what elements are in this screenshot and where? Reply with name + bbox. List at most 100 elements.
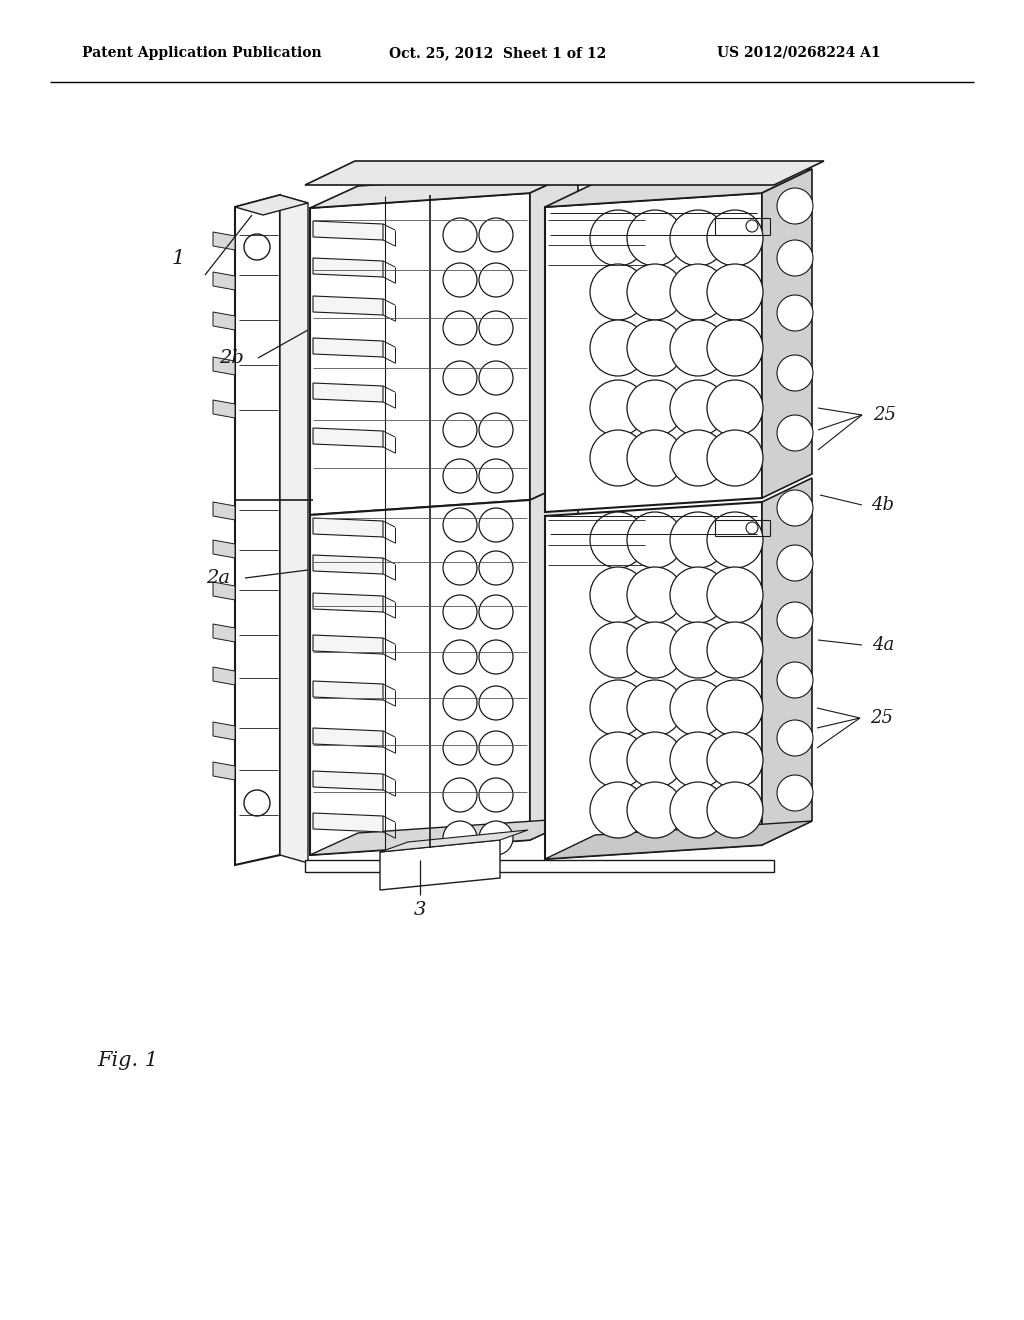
Circle shape	[443, 413, 477, 447]
Text: Patent Application Publication: Patent Application Publication	[82, 46, 322, 59]
Polygon shape	[530, 478, 578, 840]
Polygon shape	[313, 681, 383, 700]
Polygon shape	[213, 540, 234, 558]
Polygon shape	[545, 169, 812, 207]
Circle shape	[590, 210, 646, 267]
Polygon shape	[313, 771, 383, 789]
Polygon shape	[313, 428, 383, 447]
Circle shape	[479, 263, 513, 297]
Circle shape	[590, 264, 646, 319]
Polygon shape	[545, 821, 812, 859]
Polygon shape	[313, 220, 383, 240]
Polygon shape	[310, 193, 530, 515]
Polygon shape	[310, 818, 578, 855]
Circle shape	[707, 568, 763, 623]
Circle shape	[670, 733, 726, 788]
Circle shape	[479, 686, 513, 719]
Circle shape	[443, 595, 477, 630]
Circle shape	[627, 680, 683, 737]
Polygon shape	[530, 172, 578, 500]
Circle shape	[590, 622, 646, 678]
Circle shape	[670, 319, 726, 376]
Circle shape	[627, 512, 683, 568]
Circle shape	[707, 210, 763, 267]
Circle shape	[443, 640, 477, 675]
Circle shape	[590, 733, 646, 788]
Circle shape	[443, 360, 477, 395]
Circle shape	[479, 360, 513, 395]
Circle shape	[479, 821, 513, 855]
Circle shape	[670, 512, 726, 568]
Circle shape	[707, 430, 763, 486]
Circle shape	[443, 218, 477, 252]
Circle shape	[707, 680, 763, 737]
Circle shape	[244, 789, 270, 816]
Circle shape	[670, 568, 726, 623]
Circle shape	[479, 640, 513, 675]
Polygon shape	[305, 161, 824, 185]
Polygon shape	[234, 195, 308, 215]
Circle shape	[707, 319, 763, 376]
Circle shape	[590, 781, 646, 838]
Circle shape	[707, 781, 763, 838]
Circle shape	[670, 380, 726, 436]
Text: 4a: 4a	[871, 636, 894, 653]
Polygon shape	[313, 554, 383, 574]
Circle shape	[777, 187, 813, 224]
Text: Oct. 25, 2012  Sheet 1 of 12: Oct. 25, 2012 Sheet 1 of 12	[389, 46, 606, 59]
Circle shape	[479, 218, 513, 252]
Polygon shape	[310, 172, 578, 209]
Circle shape	[777, 294, 813, 331]
Circle shape	[443, 508, 477, 543]
Circle shape	[479, 459, 513, 492]
Circle shape	[590, 680, 646, 737]
Circle shape	[443, 263, 477, 297]
Polygon shape	[305, 861, 774, 873]
Circle shape	[479, 595, 513, 630]
Circle shape	[707, 512, 763, 568]
Circle shape	[627, 210, 683, 267]
Circle shape	[443, 459, 477, 492]
Text: 3: 3	[414, 902, 426, 919]
Circle shape	[670, 210, 726, 267]
Circle shape	[479, 508, 513, 543]
Polygon shape	[380, 830, 528, 851]
Text: 25: 25	[870, 709, 894, 727]
Circle shape	[479, 550, 513, 585]
Polygon shape	[213, 272, 234, 290]
Polygon shape	[313, 383, 383, 403]
Polygon shape	[234, 195, 280, 865]
Circle shape	[590, 512, 646, 568]
Circle shape	[670, 264, 726, 319]
Circle shape	[627, 733, 683, 788]
Circle shape	[627, 781, 683, 838]
Polygon shape	[213, 762, 234, 780]
Circle shape	[707, 733, 763, 788]
Circle shape	[670, 680, 726, 737]
Circle shape	[627, 264, 683, 319]
Text: 2b: 2b	[219, 348, 245, 367]
Polygon shape	[213, 667, 234, 685]
Circle shape	[627, 430, 683, 486]
Circle shape	[670, 781, 726, 838]
Circle shape	[707, 264, 763, 319]
Circle shape	[443, 777, 477, 812]
Polygon shape	[213, 502, 234, 520]
Circle shape	[670, 622, 726, 678]
Circle shape	[590, 430, 646, 486]
Polygon shape	[313, 635, 383, 653]
Circle shape	[479, 731, 513, 766]
Polygon shape	[545, 193, 762, 512]
Polygon shape	[380, 840, 500, 890]
Circle shape	[443, 550, 477, 585]
Circle shape	[627, 568, 683, 623]
Text: 25: 25	[873, 407, 896, 424]
Circle shape	[777, 719, 813, 756]
Circle shape	[777, 355, 813, 391]
Polygon shape	[213, 400, 234, 418]
Polygon shape	[545, 502, 762, 859]
Circle shape	[479, 413, 513, 447]
Polygon shape	[213, 312, 234, 330]
Circle shape	[777, 240, 813, 276]
Polygon shape	[313, 296, 383, 315]
